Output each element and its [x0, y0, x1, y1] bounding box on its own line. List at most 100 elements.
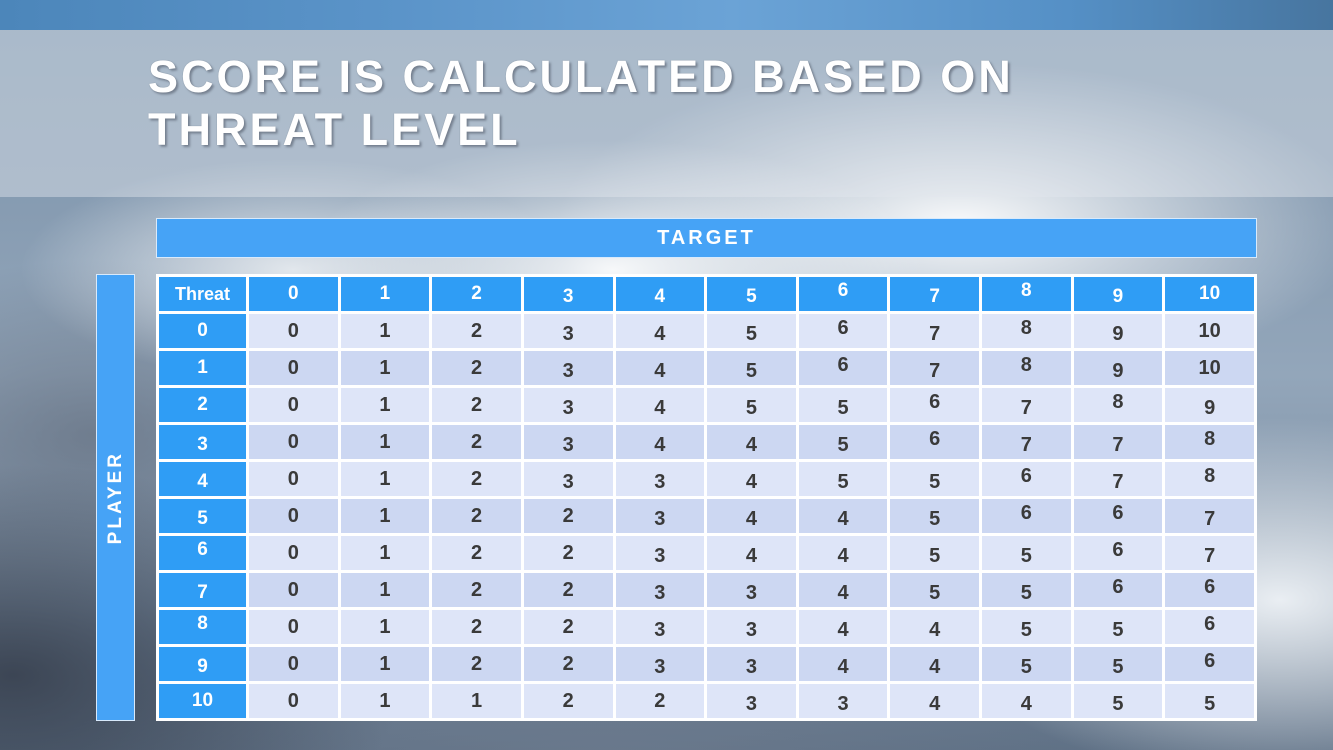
score-cell-r6-c8: 5 — [979, 533, 1074, 573]
score-cell-r3-c6: 5 — [795, 422, 891, 462]
row-header-9: 9 — [156, 644, 249, 684]
score-cell-r2-c3: 3 — [520, 385, 616, 425]
score-cell-r0-c3: 3 — [520, 311, 616, 351]
score-cell-r2-c9: 8 — [1070, 385, 1166, 425]
row-header-10: 10 — [156, 681, 249, 721]
score-cell-r10-c7: 4 — [887, 681, 982, 721]
score-cell-r8-c6: 4 — [795, 607, 891, 647]
score-cell-r2-c4: 4 — [612, 385, 708, 425]
score-cell-r1-c5: 5 — [704, 348, 799, 388]
player-axis-label: PLAYER — [104, 450, 126, 545]
score-cell-r10-c4: 2 — [612, 681, 708, 721]
score-cell-r0-c9: 9 — [1070, 311, 1166, 351]
row-header-0: 0 — [156, 311, 249, 351]
score-cell-r4-c4: 3 — [612, 459, 708, 499]
title-line-1: SCORE IS CALCULATED BASED ON — [148, 51, 1014, 102]
score-cell-r0-c8: 8 — [979, 311, 1074, 351]
score-cell-r4-c10: 8 — [1162, 459, 1257, 499]
table-row-1: 1 0 1 2 3 4 5 6 7 8 9 10 — [156, 348, 1257, 388]
column-header-9: 9 — [1070, 274, 1166, 314]
score-cell-r5-c3: 2 — [520, 496, 616, 536]
corner-header-threat: Threat — [156, 274, 249, 314]
score-cell-r3-c2: 2 — [429, 422, 524, 462]
score-cell-r1-c0: 0 — [246, 348, 341, 388]
score-cell-r7-c5: 3 — [704, 570, 799, 610]
column-header-2: 2 — [429, 274, 524, 314]
score-cell-r1-c7: 7 — [887, 348, 982, 388]
score-cell-r8-c3: 2 — [520, 607, 616, 647]
score-cell-r3-c3: 3 — [520, 422, 616, 462]
score-cell-r5-c8: 6 — [979, 496, 1074, 536]
score-cell-r8-c8: 5 — [979, 607, 1074, 647]
score-cell-r2-c2: 2 — [429, 385, 524, 425]
score-cell-r2-c5: 5 — [704, 385, 799, 425]
score-cell-r8-c0: 0 — [246, 607, 341, 647]
row-header-7: 7 — [156, 570, 249, 610]
score-cell-r10-c6: 3 — [795, 681, 891, 721]
score-cell-r3-c0: 0 — [246, 422, 341, 462]
title-line-2: THREAT LEVEL — [148, 104, 521, 156]
score-cell-r6-c9: 6 — [1070, 533, 1166, 573]
score-cell-r2-c1: 1 — [337, 385, 433, 425]
score-cell-r6-c6: 4 — [795, 533, 891, 573]
score-cell-r5-c1: 1 — [337, 496, 433, 536]
score-cell-r5-c7: 5 — [887, 496, 982, 536]
player-axis-header: PLAYER — [96, 274, 135, 721]
row-header-3: 3 — [156, 422, 249, 462]
column-header-0: 0 — [246, 274, 341, 314]
score-cell-r9-c8: 5 — [979, 644, 1074, 684]
row-header-5: 5 — [156, 496, 249, 536]
row-header-8: 8 — [156, 607, 249, 647]
score-matrix-table: Threat 0 1 2 3 4 5 6 7 8 9 10 0 0 1 2 3 4 5 6 7 8 9 10 1 0 1 2 3 4 5 6 7… — [156, 274, 1257, 721]
score-cell-r6-c7: 5 — [887, 533, 982, 573]
score-cell-r3-c4: 4 — [612, 422, 708, 462]
score-cell-r8-c10: 6 — [1162, 607, 1257, 647]
score-cell-r4-c3: 3 — [520, 459, 616, 499]
top-accent-bar — [0, 0, 1333, 30]
score-cell-r9-c2: 2 — [429, 644, 524, 684]
score-cell-r0-c4: 4 — [612, 311, 708, 351]
score-cell-r10-c9: 5 — [1070, 681, 1166, 721]
column-header-5: 5 — [704, 274, 799, 314]
score-cell-r5-c10: 7 — [1162, 496, 1257, 536]
table-row-0: 0 0 1 2 3 4 5 6 7 8 9 10 — [156, 311, 1257, 351]
score-cell-r6-c2: 2 — [429, 533, 524, 573]
score-cell-r9-c3: 2 — [520, 644, 616, 684]
score-cell-r8-c7: 4 — [887, 607, 982, 647]
score-cell-r6-c4: 3 — [612, 533, 708, 573]
score-cell-r0-c10: 10 — [1162, 311, 1257, 351]
score-cell-r9-c10: 6 — [1162, 644, 1257, 684]
score-cell-r6-c5: 4 — [704, 533, 799, 573]
score-cell-r0-c5: 5 — [704, 311, 799, 351]
score-cell-r10-c10: 5 — [1162, 681, 1257, 721]
score-cell-r10-c5: 3 — [704, 681, 799, 721]
score-cell-r0-c7: 7 — [887, 311, 982, 351]
page-title: SCORE IS CALCULATED BASED ON THREAT LEVE… — [148, 50, 1014, 156]
score-cell-r2-c7: 6 — [887, 385, 982, 425]
score-cell-r8-c1: 1 — [337, 607, 433, 647]
score-cell-r4-c1: 1 — [337, 459, 433, 499]
score-cell-r7-c8: 5 — [979, 570, 1074, 610]
score-cell-r10-c3: 2 — [520, 681, 616, 721]
score-cell-r7-c10: 6 — [1162, 570, 1257, 610]
score-cell-r9-c5: 3 — [704, 644, 799, 684]
score-cell-r4-c5: 4 — [704, 459, 799, 499]
score-cell-r9-c7: 4 — [887, 644, 982, 684]
score-cell-r3-c10: 8 — [1162, 422, 1257, 462]
score-cell-r8-c9: 5 — [1070, 607, 1166, 647]
score-cell-r3-c1: 1 — [337, 422, 433, 462]
column-header-8: 8 — [979, 274, 1074, 314]
score-cell-r0-c2: 2 — [429, 311, 524, 351]
score-cell-r5-c4: 3 — [612, 496, 708, 536]
column-header-10: 10 — [1162, 274, 1257, 314]
score-cell-r10-c2: 1 — [429, 681, 524, 721]
score-cell-r4-c7: 5 — [887, 459, 982, 499]
row-header-1: 1 — [156, 348, 249, 388]
score-cell-r6-c3: 2 — [520, 533, 616, 573]
